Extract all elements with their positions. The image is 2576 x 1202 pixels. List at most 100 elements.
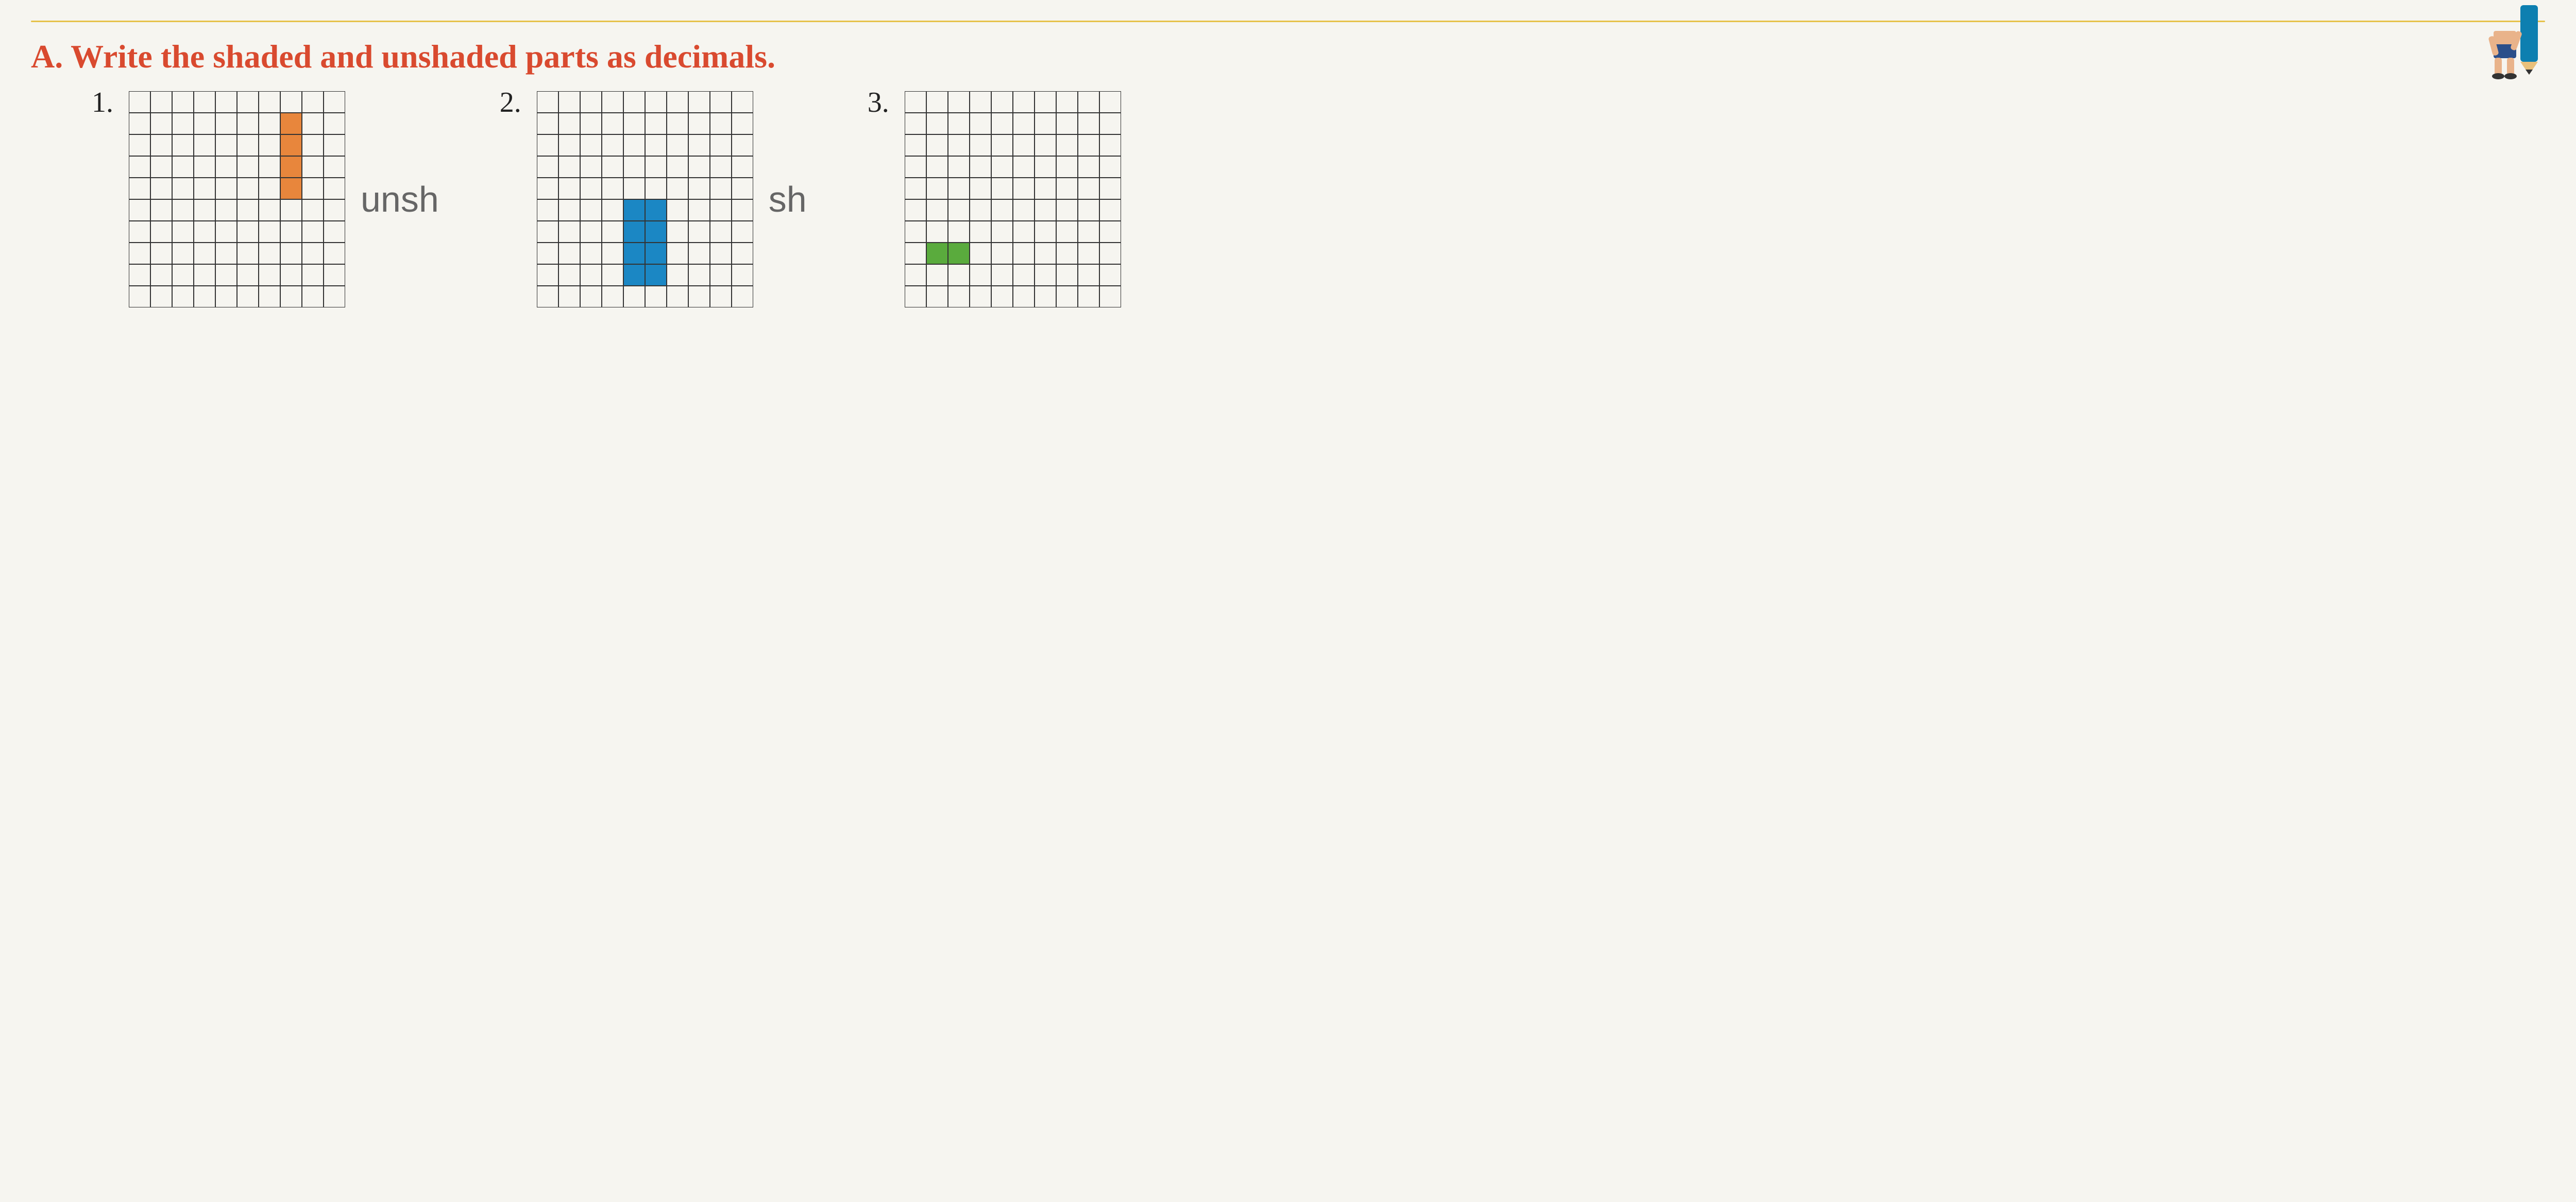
- grid-cell: [732, 91, 753, 113]
- grid-cell: [237, 286, 259, 307]
- grid-cell: [237, 221, 259, 243]
- grid-cell: [194, 91, 215, 113]
- grid-cell: [558, 221, 580, 243]
- grid-cell: [948, 221, 970, 243]
- grid-cell: [1035, 156, 1056, 178]
- grid-cell: [280, 264, 302, 286]
- grid-cell: [259, 264, 280, 286]
- grid-cell: [129, 134, 150, 156]
- grid-cell: [645, 199, 667, 221]
- grid-cell: [1078, 178, 1099, 199]
- mascot-illustration: [2473, 0, 2555, 82]
- grid-cell: [150, 134, 172, 156]
- grid-cell: [1078, 243, 1099, 264]
- grid-cell: [537, 134, 558, 156]
- grid-cell: [194, 134, 215, 156]
- grid-cell: [558, 199, 580, 221]
- grid-cell: [732, 264, 753, 286]
- grid-cell: [905, 178, 926, 199]
- grid-cell: [215, 178, 237, 199]
- grid-cell: [324, 91, 345, 113]
- grid-cell: [645, 243, 667, 264]
- grid-cell: [129, 221, 150, 243]
- grid-cell: [602, 243, 623, 264]
- grid-cell: [732, 221, 753, 243]
- grid-cell: [194, 178, 215, 199]
- grid-cell: [710, 199, 732, 221]
- grid-cell: [1056, 156, 1078, 178]
- grid-cell: [194, 113, 215, 134]
- grid-cell: [1056, 178, 1078, 199]
- grid-cell: [645, 286, 667, 307]
- grid-cell: [172, 221, 194, 243]
- grid-cell: [259, 178, 280, 199]
- grid-cell: [926, 243, 948, 264]
- grid-cell: [667, 264, 688, 286]
- grid-cell: [324, 221, 345, 243]
- grid-cell: [1099, 134, 1121, 156]
- grid-cell: [172, 286, 194, 307]
- grid-cell: [1056, 199, 1078, 221]
- grid-cell: [537, 199, 558, 221]
- exercise-row: 1.unsh2.sh3.: [31, 91, 2545, 307]
- grid-cell: [194, 264, 215, 286]
- grid-cell: [710, 178, 732, 199]
- grid-cell: [688, 286, 710, 307]
- grid-cell: [280, 221, 302, 243]
- grid-cell: [667, 221, 688, 243]
- grid-cell: [948, 199, 970, 221]
- grid-cell: [129, 199, 150, 221]
- grid-cell: [172, 91, 194, 113]
- grid-cell: [970, 221, 991, 243]
- grid-cell: [710, 134, 732, 156]
- grid-cell: [948, 134, 970, 156]
- grid-cell: [280, 178, 302, 199]
- grid-cell: [580, 221, 602, 243]
- grid-cell: [215, 221, 237, 243]
- grid-cell: [537, 221, 558, 243]
- grid-cell: [129, 264, 150, 286]
- grid-cell: [602, 286, 623, 307]
- grid-cell: [710, 221, 732, 243]
- grid-cell: [237, 134, 259, 156]
- grid-cell: [948, 286, 970, 307]
- grid-cell: [1099, 221, 1121, 243]
- hundred-grid: [537, 91, 753, 307]
- grid-cell: [926, 156, 948, 178]
- grid-cell: [1078, 113, 1099, 134]
- grid-cell: [623, 286, 645, 307]
- grid-cell: [537, 156, 558, 178]
- grid-cell: [259, 199, 280, 221]
- grid-cell: [280, 199, 302, 221]
- grid-cell: [259, 286, 280, 307]
- grid-cell: [1035, 264, 1056, 286]
- grid-cell: [215, 243, 237, 264]
- grid-cell: [537, 113, 558, 134]
- grid-cell: [623, 113, 645, 134]
- grid-cell: [215, 134, 237, 156]
- grid-cell: [905, 264, 926, 286]
- grid-cell: [1035, 243, 1056, 264]
- grid-cell: [991, 134, 1013, 156]
- grid-cell: [129, 91, 150, 113]
- grid-cell: [710, 91, 732, 113]
- grid-cell: [688, 199, 710, 221]
- grid-cell: [324, 243, 345, 264]
- grid-cell: [688, 156, 710, 178]
- grid-cell: [324, 156, 345, 178]
- grid-cell: [237, 113, 259, 134]
- grid-cell: [926, 134, 948, 156]
- grid-cell: [1056, 134, 1078, 156]
- item-number: 3.: [858, 86, 889, 119]
- grid-cell: [688, 264, 710, 286]
- grid-cell: [667, 113, 688, 134]
- grid-cell: [580, 264, 602, 286]
- grid-cell: [580, 156, 602, 178]
- grid-cell: [129, 178, 150, 199]
- grid-cell: [1013, 156, 1035, 178]
- grid-cell: [302, 178, 324, 199]
- grid-cell: [150, 156, 172, 178]
- grid-cell: [732, 286, 753, 307]
- grid-cell: [948, 243, 970, 264]
- grid-cell: [1056, 113, 1078, 134]
